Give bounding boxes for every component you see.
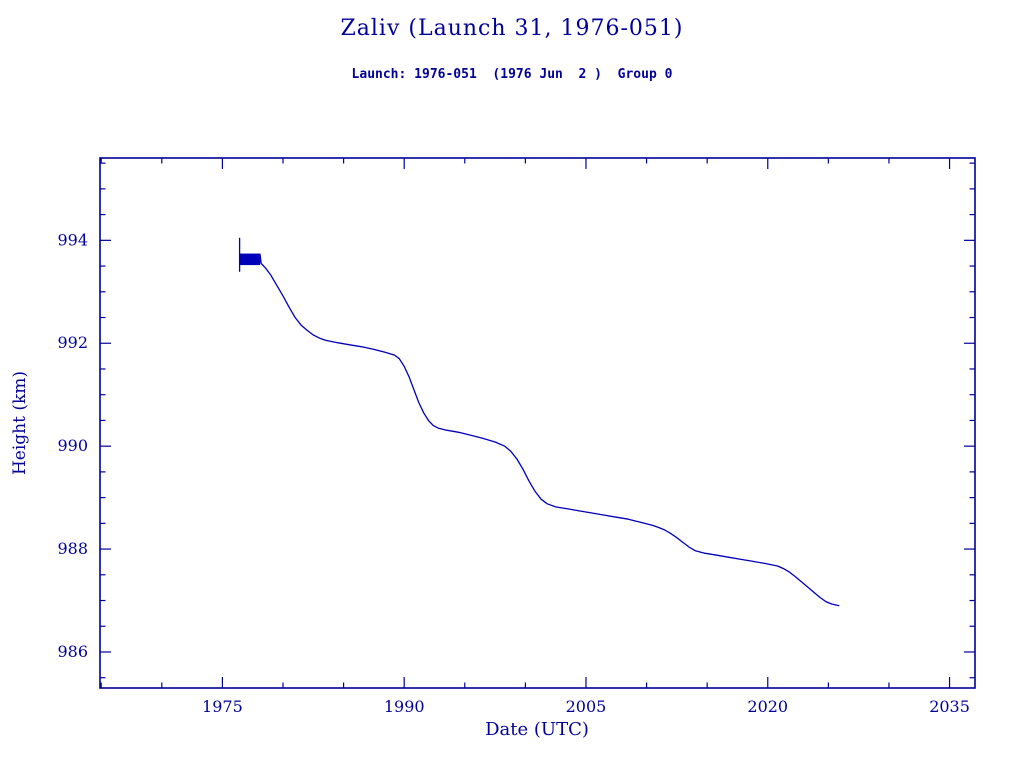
plot-title: Zaliv (Launch 31, 1976-051) xyxy=(340,16,684,41)
x-tick-label: 2035 xyxy=(929,697,970,716)
x-axis-label: Date (UTC) xyxy=(485,719,589,740)
y-tick-label: 986 xyxy=(57,642,88,661)
x-tick-label: 2005 xyxy=(566,697,607,716)
y-tick-label: 994 xyxy=(57,230,88,249)
y-tick-label: 992 xyxy=(57,333,88,352)
x-tick-label: 1975 xyxy=(202,697,243,716)
y-tick-label: 988 xyxy=(57,539,88,558)
axes-box xyxy=(99,157,976,689)
x-tick-label: 2020 xyxy=(747,697,788,716)
plot-subtitle: Launch: 1976-051 (1976 Jun 2 ) Group 0 xyxy=(351,67,673,82)
height-series-line xyxy=(238,237,840,607)
y-tick-label: 990 xyxy=(57,436,88,455)
x-tick-label: 1990 xyxy=(384,697,425,716)
